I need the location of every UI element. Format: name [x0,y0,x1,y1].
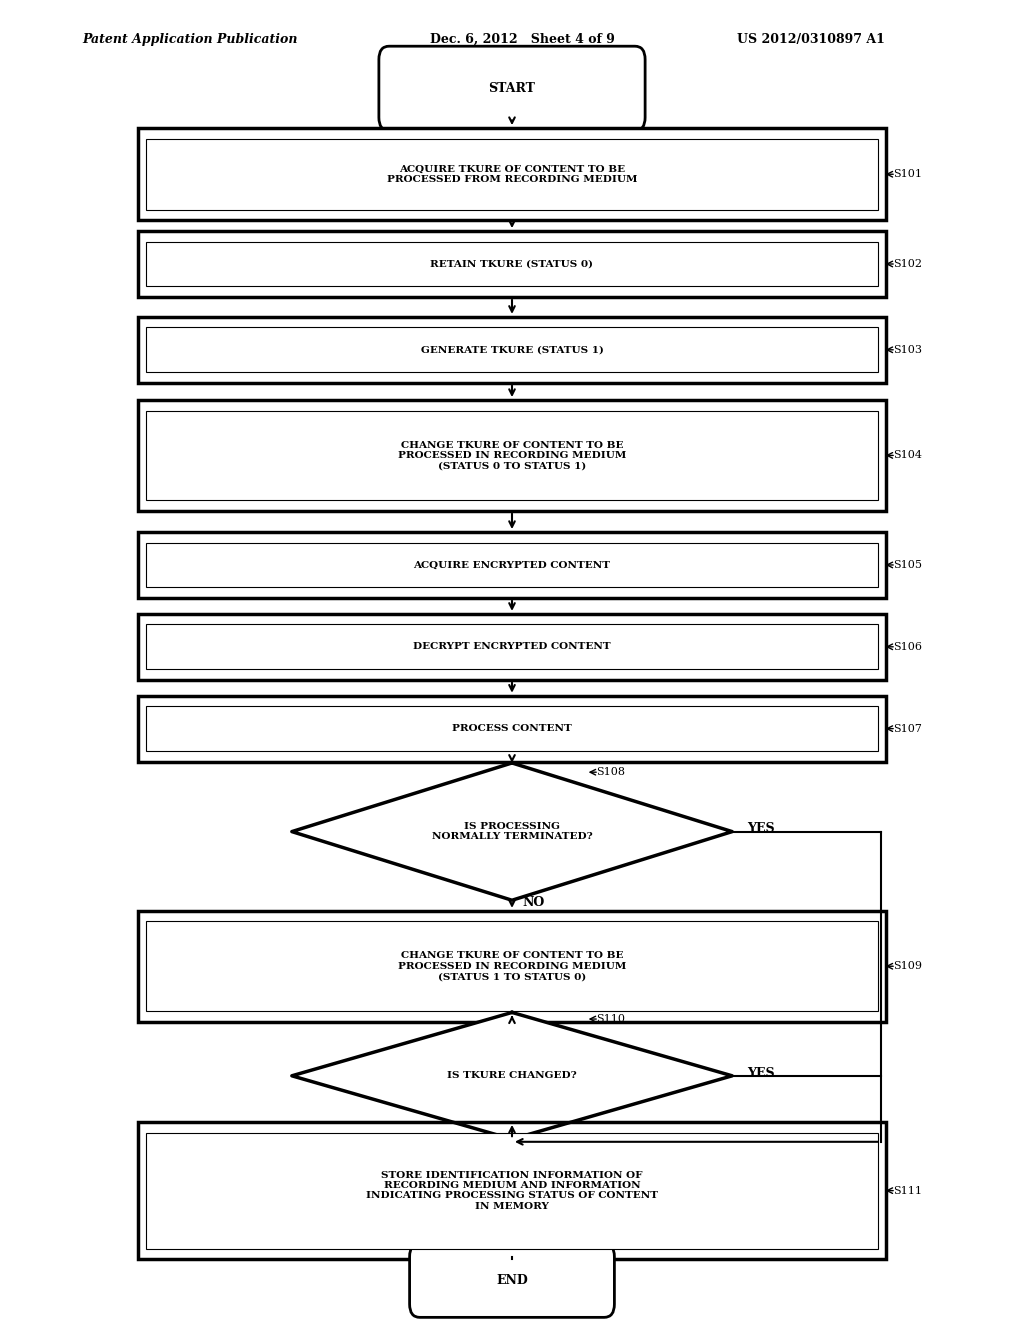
Text: IS TKURE CHANGED?: IS TKURE CHANGED? [447,1072,577,1080]
Text: S101: S101 [893,169,922,180]
FancyBboxPatch shape [410,1243,614,1317]
Text: NO: NO [522,896,545,909]
Bar [138,231,886,297]
Bar [146,624,878,669]
Text: Patent Application Publication: Patent Application Publication [82,33,297,46]
Text: S103: S103 [893,345,922,355]
Bar [146,411,878,500]
Text: YES: YES [748,1067,775,1080]
Text: S108: S108 [596,767,625,777]
Text: NO: NO [522,1135,545,1148]
Text: DECRYPT ENCRYPTED CONTENT: DECRYPT ENCRYPTED CONTENT [414,643,610,651]
Text: GENERATE TKURE (STATUS 1): GENERATE TKURE (STATUS 1) [421,346,603,354]
Bar [146,1133,878,1249]
Bar [138,128,886,220]
Text: IS PROCESSING
NORMALLY TERMINATED?: IS PROCESSING NORMALLY TERMINATED? [432,822,592,841]
Bar [146,327,878,372]
Text: ACQUIRE ENCRYPTED CONTENT: ACQUIRE ENCRYPTED CONTENT [414,561,610,569]
Bar [138,532,886,598]
Text: S107: S107 [893,723,922,734]
Text: RETAIN TKURE (STATUS 0): RETAIN TKURE (STATUS 0) [430,260,594,268]
Polygon shape [292,763,732,900]
Text: S105: S105 [893,560,922,570]
Text: US 2012/0310897 A1: US 2012/0310897 A1 [737,33,885,46]
Bar [146,139,878,210]
Text: S106: S106 [893,642,922,652]
Text: ACQUIRE TKURE OF CONTENT TO BE
PROCESSED FROM RECORDING MEDIUM: ACQUIRE TKURE OF CONTENT TO BE PROCESSED… [387,165,637,183]
Text: PROCESS CONTENT: PROCESS CONTENT [453,725,571,733]
Text: S104: S104 [893,450,922,461]
Text: STORE IDENTIFICATION INFORMATION OF
RECORDING MEDIUM AND INFORMATION
INDICATING : STORE IDENTIFICATION INFORMATION OF RECO… [366,1171,658,1210]
Text: CHANGE TKURE OF CONTENT TO BE
PROCESSED IN RECORDING MEDIUM
(STATUS 1 TO STATUS : CHANGE TKURE OF CONTENT TO BE PROCESSED … [397,952,627,981]
Text: FIG.5: FIG.5 [474,59,550,83]
Text: Dec. 6, 2012   Sheet 4 of 9: Dec. 6, 2012 Sheet 4 of 9 [430,33,615,46]
Bar [138,400,886,511]
FancyBboxPatch shape [379,46,645,131]
Bar [146,706,878,751]
Bar [138,614,886,680]
Text: END: END [496,1274,528,1287]
Bar [138,696,886,762]
Text: S110: S110 [596,1014,625,1024]
Bar [146,242,878,286]
Bar [146,543,878,587]
Polygon shape [292,1012,732,1139]
Text: YES: YES [748,822,775,836]
Text: S102: S102 [893,259,922,269]
Bar [138,1122,886,1259]
Text: S109: S109 [893,961,922,972]
Bar [138,317,886,383]
Text: CHANGE TKURE OF CONTENT TO BE
PROCESSED IN RECORDING MEDIUM
(STATUS 0 TO STATUS : CHANGE TKURE OF CONTENT TO BE PROCESSED … [397,441,627,470]
Bar [146,921,878,1011]
Text: START: START [488,82,536,95]
Text: S111: S111 [893,1185,922,1196]
Bar [138,911,886,1022]
